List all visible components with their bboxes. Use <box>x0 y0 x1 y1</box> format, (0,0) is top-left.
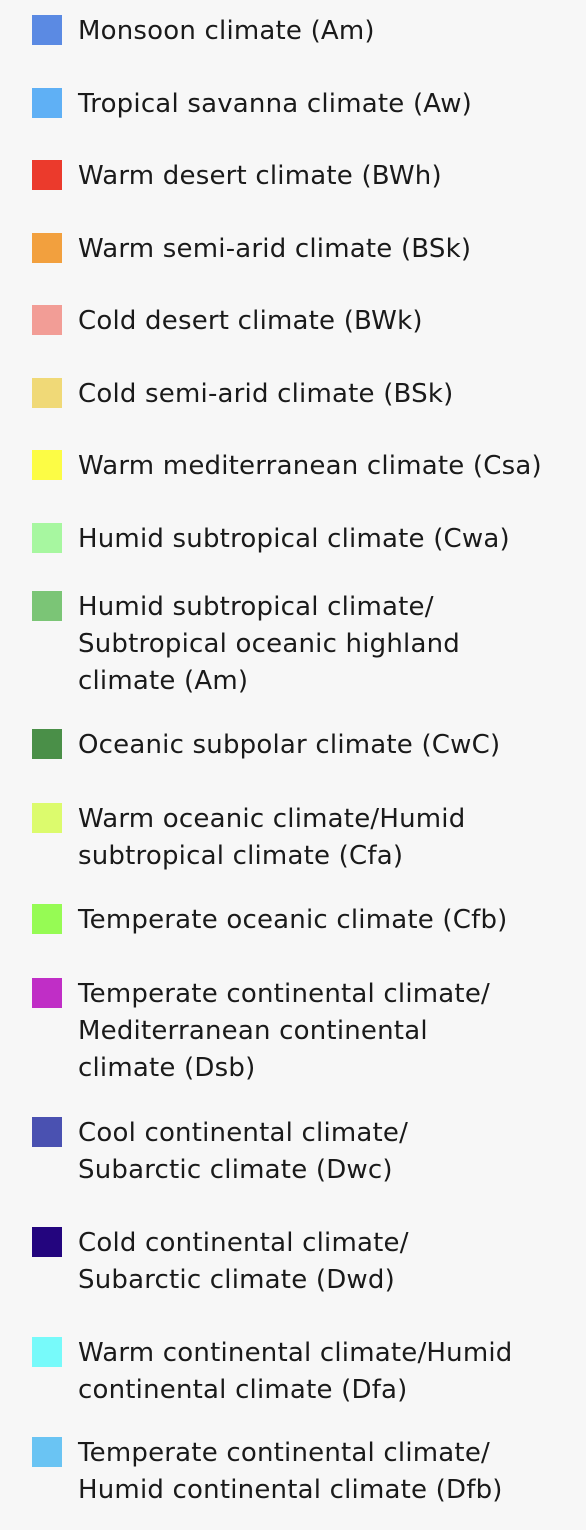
legend-item: Oceanic subpolar climate (CwC) <box>32 727 572 764</box>
legend-label-line: Warm desert climate (BWh) <box>78 161 442 191</box>
legend-label-line: Warm oceanic climate/Humid <box>78 804 466 834</box>
legend-label: Humid subtropical climate (Cwa) <box>78 521 510 558</box>
legend-label: Humid subtropical climate/Subtropical oc… <box>78 589 460 700</box>
legend-label-line: Subarctic climate (Dwd) <box>78 1265 395 1295</box>
legend-item: Cold continental climate/Subarctic clima… <box>32 1225 572 1299</box>
legend-label: Warm mediterranean climate (Csa) <box>78 448 542 485</box>
legend-swatch <box>32 305 62 335</box>
legend-item: Cold semi-arid climate (BSk) <box>32 376 572 413</box>
legend-item: Cold desert climate (BWk) <box>32 303 572 340</box>
legend-label: Tropical savanna climate (Aw) <box>78 86 472 123</box>
legend-label-line: Temperate continental climate/ <box>78 979 490 1009</box>
legend-label-line: subtropical climate (Cfa) <box>78 841 404 871</box>
legend-label-line: Warm continental climate/Humid <box>78 1338 513 1368</box>
legend-label-line: Monsoon climate (Am) <box>78 16 375 46</box>
legend-label-line: Cool continental climate/ <box>78 1118 409 1148</box>
legend-swatch <box>32 591 62 621</box>
legend-swatch <box>32 729 62 759</box>
legend-label-line: Temperate oceanic climate (Cfb) <box>78 905 508 935</box>
legend-label: Temperate continental climate/Mediterran… <box>78 976 490 1087</box>
legend-swatch <box>32 450 62 480</box>
legend-item: Temperate continental climate/Humid cont… <box>32 1435 572 1509</box>
legend-item: Humid subtropical climate (Cwa) <box>32 521 572 558</box>
legend-item: Temperate oceanic climate (Cfb) <box>32 902 572 939</box>
legend-label: Warm continental climate/Humid continenta… <box>78 1335 513 1409</box>
legend-item: Cool continental climate/Subarctic clima… <box>32 1115 572 1189</box>
legend-swatch <box>32 803 62 833</box>
legend-label-line: Humid continental climate (Dfb) <box>78 1475 503 1505</box>
legend-item: Monsoon climate (Am) <box>32 13 572 50</box>
legend-swatch <box>32 1337 62 1367</box>
legend-item: Humid subtropical climate/Subtropical oc… <box>32 589 572 700</box>
legend-swatch <box>32 160 62 190</box>
legend-label-line: Warm semi-arid climate (BSk) <box>78 234 472 264</box>
legend-swatch <box>32 978 62 1008</box>
legend-label-line: Warm mediterranean climate (Csa) <box>78 451 542 481</box>
legend-item: Warm oceanic climate/Humid subtropical cl… <box>32 801 572 875</box>
legend-swatch <box>32 233 62 263</box>
legend-label-line: Oceanic subpolar climate (CwC) <box>78 730 501 760</box>
legend-item: Warm semi-arid climate (BSk) <box>32 231 572 268</box>
legend-swatch <box>32 1117 62 1147</box>
legend-item: Temperate continental climate/Mediterran… <box>32 976 572 1087</box>
legend-label-line: Subarctic climate (Dwc) <box>78 1155 393 1185</box>
legend-label: Temperate oceanic climate (Cfb) <box>78 902 508 939</box>
legend-label: Cold desert climate (BWk) <box>78 303 423 340</box>
legend-label: Warm desert climate (BWh) <box>78 158 442 195</box>
legend-label-line: Subtropical oceanic highland <box>78 629 460 659</box>
legend-label-line: Temperate continental climate/ <box>78 1438 490 1468</box>
legend-label-line: Humid subtropical climate (Cwa) <box>78 524 510 554</box>
legend-swatch <box>32 523 62 553</box>
legend-swatch <box>32 15 62 45</box>
legend-label-line: Tropical savanna climate (Aw) <box>78 89 473 119</box>
legend-item: Tropical savanna climate (Aw) <box>32 86 572 123</box>
legend-label: Cold continental climate/Subarctic clima… <box>78 1225 409 1299</box>
legend-label: Oceanic subpolar climate (CwC) <box>78 727 500 764</box>
legend-label-line: climate (Am) <box>78 666 249 696</box>
legend-item: Warm continental climate/Humid continenta… <box>32 1335 572 1409</box>
legend-swatch <box>32 88 62 118</box>
legend-label-line: climate (Dsb) <box>78 1053 256 1083</box>
legend-swatch <box>32 1437 62 1467</box>
legend-swatch <box>32 904 62 934</box>
legend-label: Temperate continental climate/Humid cont… <box>78 1435 503 1509</box>
legend-label-line: Cold semi-arid climate (BSk) <box>78 379 454 409</box>
legend-label-line: Cold continental climate/ <box>78 1228 409 1258</box>
legend-label-line: Humid subtropical climate/ <box>78 592 434 622</box>
legend-label: Cold semi-arid climate (BSk) <box>78 376 453 413</box>
legend-label: Warm oceanic climate/Humid subtropical cl… <box>78 801 465 875</box>
legend-label: Warm semi-arid climate (BSk) <box>78 231 471 268</box>
legend-swatch <box>32 378 62 408</box>
legend-label-line: Mediterranean continental <box>78 1016 428 1046</box>
legend-item: Warm mediterranean climate (Csa) <box>32 448 572 485</box>
legend-item: Warm desert climate (BWh) <box>32 158 572 195</box>
legend-label: Monsoon climate (Am) <box>78 13 375 50</box>
legend-label-line: Cold desert climate (BWk) <box>78 306 423 336</box>
legend-label: Cool continental climate/Subarctic clima… <box>78 1115 408 1189</box>
legend-label-line: continental climate (Dfa) <box>78 1375 408 1405</box>
legend-swatch <box>32 1227 62 1257</box>
